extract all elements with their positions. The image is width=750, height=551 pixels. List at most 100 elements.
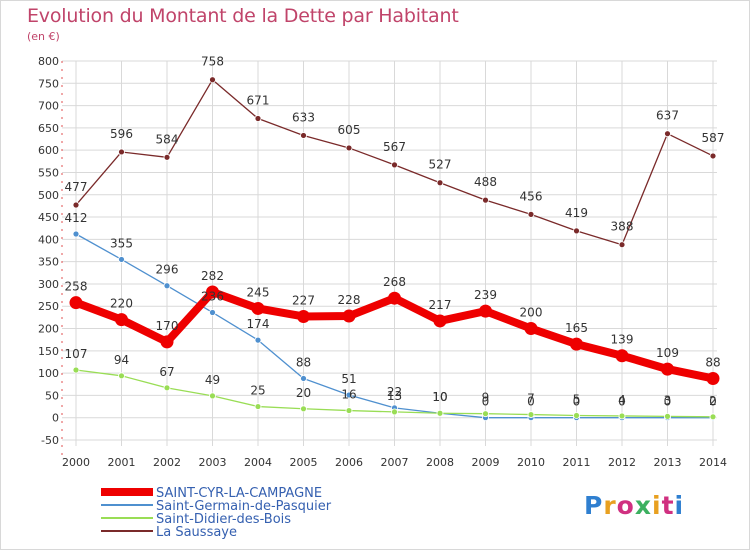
- data-label: 633: [292, 110, 315, 124]
- data-label: 637: [656, 109, 679, 123]
- chart-title: Evolution du Montant de la Dette par Hab…: [27, 5, 459, 27]
- x-tick-label: 2004: [244, 456, 272, 469]
- data-label: 2: [709, 394, 717, 408]
- data-label: 567: [383, 140, 406, 154]
- data-point: [163, 384, 171, 392]
- data-point: [345, 144, 353, 152]
- x-tick-label: 2010: [517, 456, 545, 469]
- data-point: [209, 309, 216, 316]
- x-tick-label: 2006: [335, 456, 363, 469]
- data-point: [661, 362, 674, 376]
- data-point: [115, 313, 128, 327]
- x-tick-label: 2003: [199, 456, 227, 469]
- y-tick-label: 450: [38, 211, 59, 224]
- data-label: 388: [611, 220, 634, 234]
- data-label: 200: [520, 306, 543, 320]
- data-point: [163, 282, 171, 290]
- y-tick-label: 650: [38, 122, 59, 135]
- legend-label: SAINT-CYR-LA-CAMPAGNE: [156, 486, 322, 501]
- x-tick-label: 2005: [290, 456, 318, 469]
- data-label: 165: [565, 321, 588, 335]
- data-label: 9: [482, 391, 490, 405]
- data-label: 0: [664, 395, 672, 409]
- data-point: [573, 227, 580, 235]
- data-point: [436, 179, 444, 187]
- y-tick-label: 50: [45, 389, 59, 402]
- x-tick-label: 2011: [563, 456, 591, 469]
- data-point: [300, 132, 307, 139]
- data-point: [570, 337, 583, 351]
- data-label: 109: [656, 346, 679, 360]
- data-label: 239: [474, 288, 497, 302]
- data-label: 296: [156, 263, 179, 277]
- data-point: [618, 412, 626, 420]
- data-label: 170: [156, 319, 179, 333]
- data-point: [345, 407, 353, 414]
- data-point: [297, 309, 310, 323]
- data-label: 268: [383, 275, 406, 289]
- data-point: [527, 411, 535, 418]
- data-point: [206, 285, 219, 299]
- data-label: 5: [573, 392, 581, 406]
- data-point: [342, 309, 356, 323]
- data-label: 22: [387, 385, 402, 399]
- data-label: 258: [65, 280, 88, 294]
- data-label: 220: [110, 297, 133, 311]
- data-label: 20: [296, 386, 311, 400]
- data-point: [618, 241, 626, 249]
- data-label: 10: [432, 390, 447, 404]
- data-point: [436, 409, 444, 417]
- data-label: 456: [520, 189, 543, 203]
- y-tick-label: 0: [52, 412, 59, 425]
- data-label: 605: [338, 123, 361, 137]
- data-point: [388, 291, 401, 305]
- data-point: [479, 304, 492, 318]
- data-label: 0: [527, 395, 535, 409]
- data-label: 587: [702, 131, 725, 145]
- x-tick-label: 2000: [62, 456, 90, 469]
- data-label: 0: [573, 395, 581, 409]
- data-point: [482, 196, 489, 204]
- data-point: [254, 336, 262, 344]
- data-label: 13: [387, 389, 402, 403]
- data-label: 67: [159, 365, 174, 379]
- data-point: [163, 153, 171, 161]
- data-point: [524, 322, 538, 336]
- x-tick-label: 2013: [654, 456, 682, 469]
- data-point: [118, 148, 125, 156]
- data-label: 419: [565, 206, 588, 220]
- chart-subtitle: (en €): [27, 30, 60, 43]
- data-label: 94: [114, 353, 129, 367]
- legend-label: La Saussaye: [156, 525, 237, 540]
- data-point: [433, 314, 447, 328]
- x-tick-label: 2008: [426, 456, 454, 469]
- data-label: 49: [205, 373, 220, 387]
- y-tick-label: 200: [38, 323, 59, 336]
- data-point: [664, 412, 671, 420]
- data-point: [709, 152, 717, 160]
- data-label: 107: [65, 347, 88, 361]
- data-label: 0: [618, 395, 626, 409]
- y-tick-label: 700: [38, 100, 59, 113]
- data-label: 412: [65, 211, 88, 225]
- x-tick-label: 2014: [699, 456, 727, 469]
- data-label: 245: [247, 285, 270, 299]
- proxiti-logo: Proxiti: [584, 491, 685, 520]
- data-point: [527, 210, 535, 218]
- data-label: 282: [201, 269, 224, 283]
- x-tick-label: 2002: [153, 456, 181, 469]
- data-label: 671: [247, 94, 270, 108]
- data-point: [69, 296, 83, 310]
- y-tick-label: 300: [38, 278, 59, 291]
- data-point: [300, 405, 307, 413]
- y-tick-label: 500: [38, 189, 59, 202]
- data-label: 488: [474, 175, 497, 189]
- data-label: 10: [432, 390, 447, 404]
- data-point: [254, 115, 262, 122]
- x-tick-label: 2007: [381, 456, 409, 469]
- data-point: [118, 256, 125, 263]
- y-tick-label: 750: [38, 77, 59, 90]
- data-label: 596: [110, 127, 133, 141]
